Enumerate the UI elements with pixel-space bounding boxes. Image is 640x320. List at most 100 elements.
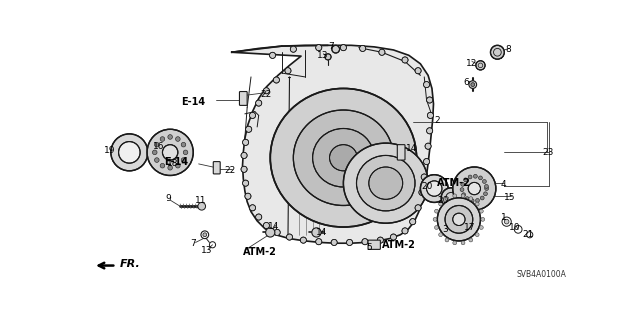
Text: E-14: E-14 bbox=[182, 97, 205, 107]
Text: 20: 20 bbox=[438, 196, 449, 204]
Text: SVB4A0100A: SVB4A0100A bbox=[517, 270, 566, 279]
Circle shape bbox=[427, 97, 433, 103]
Circle shape bbox=[465, 197, 469, 201]
Text: 23: 23 bbox=[543, 148, 554, 157]
Circle shape bbox=[168, 165, 172, 170]
Circle shape bbox=[332, 45, 340, 53]
Circle shape bbox=[241, 152, 247, 158]
Circle shape bbox=[402, 57, 408, 63]
Circle shape bbox=[425, 143, 431, 149]
Circle shape bbox=[479, 226, 483, 229]
Circle shape bbox=[360, 45, 365, 52]
Text: 7: 7 bbox=[328, 42, 334, 51]
Circle shape bbox=[198, 203, 205, 210]
Circle shape bbox=[300, 237, 307, 243]
Circle shape bbox=[441, 188, 461, 208]
FancyBboxPatch shape bbox=[397, 145, 405, 160]
Ellipse shape bbox=[312, 129, 374, 187]
Text: 18: 18 bbox=[166, 159, 178, 168]
Circle shape bbox=[433, 217, 437, 221]
Circle shape bbox=[255, 214, 262, 220]
Circle shape bbox=[490, 45, 504, 59]
Text: 13: 13 bbox=[200, 246, 212, 255]
Circle shape bbox=[273, 77, 280, 83]
Circle shape bbox=[147, 129, 193, 175]
Circle shape bbox=[427, 128, 433, 134]
Circle shape bbox=[316, 239, 322, 245]
Text: E-14: E-14 bbox=[164, 156, 188, 167]
Text: 19: 19 bbox=[104, 146, 116, 155]
Text: 16: 16 bbox=[153, 142, 164, 151]
Circle shape bbox=[484, 192, 488, 196]
Text: 7: 7 bbox=[190, 239, 196, 249]
Text: ATM-2: ATM-2 bbox=[437, 178, 471, 188]
Circle shape bbox=[452, 167, 496, 210]
Text: 14: 14 bbox=[316, 228, 328, 237]
Circle shape bbox=[250, 112, 255, 118]
Text: 14: 14 bbox=[268, 222, 280, 231]
Circle shape bbox=[152, 150, 157, 155]
Circle shape bbox=[435, 209, 438, 213]
Text: 8: 8 bbox=[506, 45, 511, 54]
Text: 11: 11 bbox=[195, 196, 207, 204]
Circle shape bbox=[476, 233, 479, 236]
Text: 17: 17 bbox=[464, 222, 476, 232]
Circle shape bbox=[445, 197, 449, 201]
Circle shape bbox=[111, 134, 148, 171]
Circle shape bbox=[484, 185, 488, 188]
Circle shape bbox=[118, 141, 140, 163]
Circle shape bbox=[421, 174, 428, 180]
Circle shape bbox=[479, 209, 483, 213]
Circle shape bbox=[325, 54, 331, 60]
Circle shape bbox=[340, 44, 346, 51]
Circle shape bbox=[453, 241, 457, 245]
Circle shape bbox=[168, 135, 172, 139]
Circle shape bbox=[250, 205, 255, 211]
Circle shape bbox=[460, 188, 464, 192]
Circle shape bbox=[438, 202, 442, 206]
Circle shape bbox=[175, 137, 180, 141]
Circle shape bbox=[438, 233, 442, 236]
Circle shape bbox=[255, 100, 262, 106]
Circle shape bbox=[246, 126, 252, 132]
Circle shape bbox=[476, 198, 479, 202]
Circle shape bbox=[362, 239, 368, 245]
Circle shape bbox=[331, 239, 337, 245]
Circle shape bbox=[480, 196, 484, 200]
Circle shape bbox=[175, 164, 180, 168]
Circle shape bbox=[424, 158, 429, 165]
Circle shape bbox=[474, 174, 477, 178]
Circle shape bbox=[483, 180, 486, 183]
Text: 1: 1 bbox=[500, 213, 506, 222]
Circle shape bbox=[435, 226, 438, 229]
Circle shape bbox=[390, 234, 397, 240]
Circle shape bbox=[427, 181, 442, 196]
Circle shape bbox=[428, 112, 433, 118]
Circle shape bbox=[181, 158, 186, 162]
Circle shape bbox=[243, 139, 249, 145]
Text: 10: 10 bbox=[509, 222, 520, 232]
Circle shape bbox=[470, 199, 474, 203]
Circle shape bbox=[378, 237, 383, 243]
Circle shape bbox=[269, 52, 276, 59]
Circle shape bbox=[424, 82, 429, 88]
Circle shape bbox=[410, 219, 416, 225]
Circle shape bbox=[312, 228, 321, 237]
Circle shape bbox=[445, 238, 449, 242]
Circle shape bbox=[316, 44, 322, 51]
FancyBboxPatch shape bbox=[368, 240, 380, 249]
Circle shape bbox=[469, 238, 473, 242]
Ellipse shape bbox=[270, 88, 417, 227]
Circle shape bbox=[461, 194, 465, 198]
Circle shape bbox=[245, 193, 251, 199]
Circle shape bbox=[287, 234, 292, 240]
Circle shape bbox=[379, 49, 385, 55]
Circle shape bbox=[263, 222, 269, 228]
Text: 14: 14 bbox=[406, 144, 417, 153]
Circle shape bbox=[420, 175, 448, 203]
Text: 5: 5 bbox=[366, 243, 372, 252]
Circle shape bbox=[154, 142, 159, 147]
Circle shape bbox=[481, 217, 484, 221]
Text: 21: 21 bbox=[522, 230, 534, 239]
Text: 15: 15 bbox=[504, 193, 515, 202]
